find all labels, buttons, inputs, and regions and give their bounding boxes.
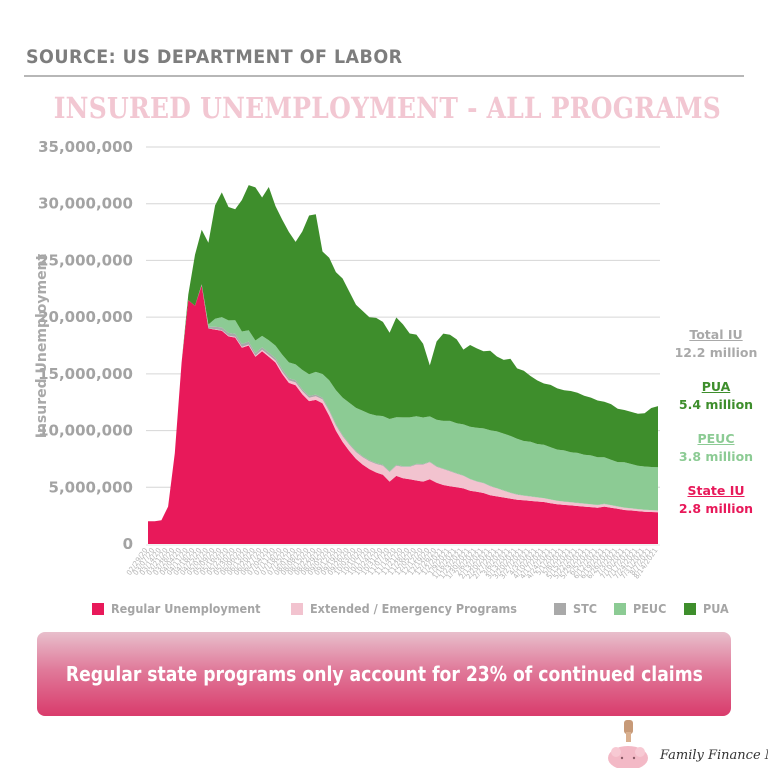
legend-item: Extended / Emergency Programs	[291, 601, 540, 616]
y-tick-label: 35,000,000	[38, 138, 133, 156]
callout: PUA 5.4 million	[670, 378, 762, 414]
y-tick-label: 25,000,000	[38, 251, 133, 269]
x-axis-ticks: 02/29/2003/07/2003/14/2003/21/2003/28/20…	[125, 547, 660, 581]
area-peuc	[148, 284, 658, 522]
legend-label: PEUC	[632, 601, 667, 616]
callout-label: PUA	[701, 379, 731, 394]
area-regular-unemployment	[148, 285, 658, 544]
legend-label: PUA	[702, 601, 729, 616]
y-tick-label: 30,000,000	[38, 195, 133, 213]
legend-item: Regular Unemployment	[92, 601, 277, 616]
legend-item: PUA	[683, 601, 732, 616]
callout-label: Total IU	[689, 327, 743, 342]
y-tick-label: 15,000,000	[38, 365, 133, 383]
piggy-bank-icon	[608, 720, 648, 770]
legend-item: STC	[554, 601, 600, 616]
series-areas	[148, 185, 658, 544]
y-axis-ticks: 0 5,000,000 10,000,000 15,000,000 20,000,000…	[38, 138, 133, 553]
chart-title: INSURED UNEMPLOYMENT - ALL PROGRAMS	[53, 91, 722, 125]
callout-label: PEUC	[697, 431, 735, 446]
legend-label: Extended / Emergency Programs	[310, 601, 518, 616]
banner-text: Regular state programs only account for …	[65, 662, 703, 686]
callout: PEUC 3.8 million	[670, 430, 762, 466]
legend-swatch	[613, 602, 626, 615]
legend-swatch	[291, 602, 304, 615]
legend-swatch	[92, 602, 104, 615]
callout-value: 5.4 million	[678, 397, 754, 412]
stacked-area-chart: 0 5,000,000 10,000,000 15,000,000 20,000,000…	[34, 138, 660, 581]
source-divider	[24, 75, 744, 77]
callout-value: 2.8 million	[678, 501, 754, 516]
callout-value: 3.8 million	[678, 449, 754, 464]
chart-legend: Regular Unemployment Extended / Emergency…	[92, 601, 745, 616]
brand-name: Family Finance Mom	[660, 748, 768, 763]
legend-item: PEUC	[613, 601, 670, 616]
legend-label: Regular Unemployment	[111, 601, 261, 616]
y-axis-label: Insured Unemployment	[34, 253, 50, 438]
callout: Total IU 12.2 million	[670, 326, 762, 362]
callout-value: 12.2 million	[674, 345, 758, 360]
callout: State IU 2.8 million	[670, 482, 762, 518]
source-heading: SOURCE: US DEPARTMENT OF LABOR	[26, 46, 403, 68]
brand-logo: Family Finance Mom	[600, 720, 768, 770]
legend-swatch	[554, 602, 567, 615]
area-pua	[148, 185, 658, 522]
callout-label: State IU	[687, 483, 745, 498]
summary-banner: Regular state programs only account for …	[37, 632, 731, 716]
y-tick-label: 0	[123, 535, 133, 553]
callouts: Total IU 12.2 million PUA 5.4 million PEUC 3.…	[670, 326, 762, 534]
y-tick-label: 10,000,000	[38, 422, 133, 440]
area-extended-emergency-programs	[148, 285, 658, 522]
legend-swatch	[683, 602, 696, 615]
y-tick-label: 20,000,000	[38, 308, 133, 326]
legend-label: STC	[573, 601, 598, 616]
y-tick-label: 5,000,000	[49, 478, 133, 496]
